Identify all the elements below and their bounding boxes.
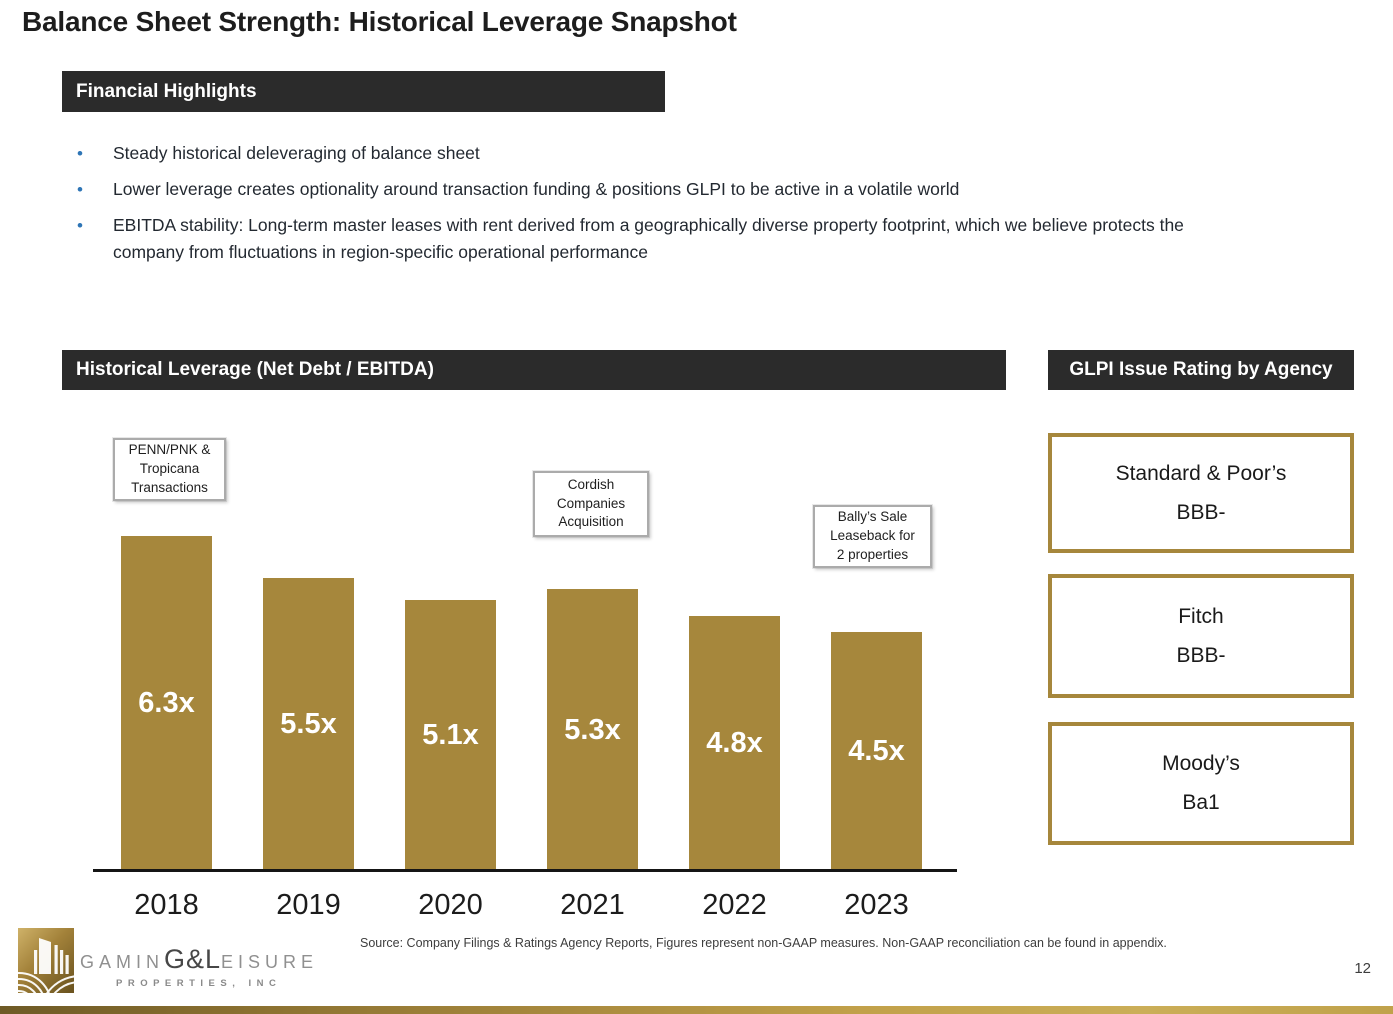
logo-word-mid: G&L [164, 944, 222, 974]
bar-value-label: 5.1x [422, 719, 479, 751]
bullet-item: • EBITDA stability: Long-term master leas… [75, 212, 1255, 266]
rating-agency: Fitch [1178, 604, 1224, 628]
bar-value-label: 6.3x [138, 687, 195, 719]
annotation-cordish-acquisition: Cordish Companies Acquisition [533, 471, 649, 537]
rating-card-fitch: Fitch BBB- [1048, 574, 1354, 698]
bar-value-label: 4.8x [706, 727, 763, 759]
annotation-ballys-sale-leaseback: Bally’s Sale Leaseback for 2 properties [813, 505, 932, 568]
rating-value: Ba1 [1182, 791, 1220, 814]
bullet-dot-icon: • [77, 144, 83, 163]
bar-value-label: 4.5x [848, 735, 905, 767]
rating-agency: Moody’s [1162, 752, 1240, 775]
x-tick-2023: 2023 [844, 889, 909, 921]
leverage-chart-header: Historical Leverage (Net Debt / EBITDA) [62, 350, 1006, 390]
bottom-gold-strip [0, 1006, 1393, 1014]
logo-word-end: EISURE [221, 952, 319, 972]
annotation-penn-pnk-tropicana: PENN/PNK & Tropicana Transactions [113, 438, 226, 501]
bar-2023: 4.5x [831, 632, 922, 871]
bar-2019: 5.5x [263, 578, 354, 871]
bullet-text: EBITDA stability: Long-term master lease… [113, 215, 1184, 262]
rating-value: BBB- [1176, 500, 1226, 524]
ratings-header: GLPI Issue Rating by Agency [1048, 350, 1354, 390]
rating-card-moodys: Moody’s Ba1 [1048, 722, 1354, 845]
logo-subtitle: PROPERTIES, INC [116, 978, 282, 989]
bullet-dot-icon: • [77, 180, 83, 199]
bar-2020: 5.1x [405, 600, 496, 871]
glpi-logo-icon [18, 928, 74, 998]
bar-2022: 4.8x [689, 616, 780, 871]
bar-2021: 5.3x [547, 589, 638, 871]
financial-highlights-header: Financial Highlights [62, 71, 665, 112]
page-number: 12 [1354, 960, 1371, 977]
x-tick-2019: 2019 [276, 889, 341, 921]
highlights-bullet-list: • Steady historical deleveraging of balan… [75, 140, 1255, 275]
financial-highlights-header-label: Financial Highlights [76, 80, 257, 102]
bullet-text: Steady historical deleveraging of balanc… [113, 143, 480, 163]
bar-2018: 6.3x [121, 536, 212, 871]
glpi-logo-wordmark: GAMIN G&L EISURE PROPERTIES, INC [80, 944, 318, 989]
rating-agency: Standard & Poor’s [1115, 461, 1287, 485]
bullet-item: • Lower leverage creates optionality arou… [75, 176, 1255, 203]
leverage-bar-chart: 6.3x 5.5x 5.1x 5.3x 4.8x 4.5x [95, 430, 955, 871]
x-tick-2022: 2022 [702, 889, 767, 921]
x-tick-2020: 2020 [418, 889, 483, 921]
source-note: Source: Company Filings & Ratings Agency… [360, 936, 1167, 950]
x-tick-2021: 2021 [560, 889, 625, 921]
leverage-chart-header-label: Historical Leverage (Net Debt / EBITDA) [76, 359, 434, 380]
ratings-header-label: GLPI Issue Rating by Agency [1069, 359, 1333, 380]
x-axis-line [93, 869, 957, 872]
bullet-item: • Steady historical deleveraging of balan… [75, 140, 1255, 167]
rating-card-standard-and-poors: Standard & Poor’s BBB- [1048, 433, 1354, 553]
bullet-dot-icon: • [77, 216, 83, 235]
logo-word-start: GAMIN [80, 952, 165, 972]
bar-value-label: 5.5x [280, 708, 337, 740]
x-tick-2018: 2018 [134, 889, 199, 921]
page-title: Balance Sheet Strength: Historical Lever… [22, 6, 737, 37]
bar-value-label: 5.3x [564, 713, 621, 746]
bullet-text: Lower leverage creates optionality aroun… [113, 179, 960, 199]
rating-value: BBB- [1176, 643, 1226, 667]
